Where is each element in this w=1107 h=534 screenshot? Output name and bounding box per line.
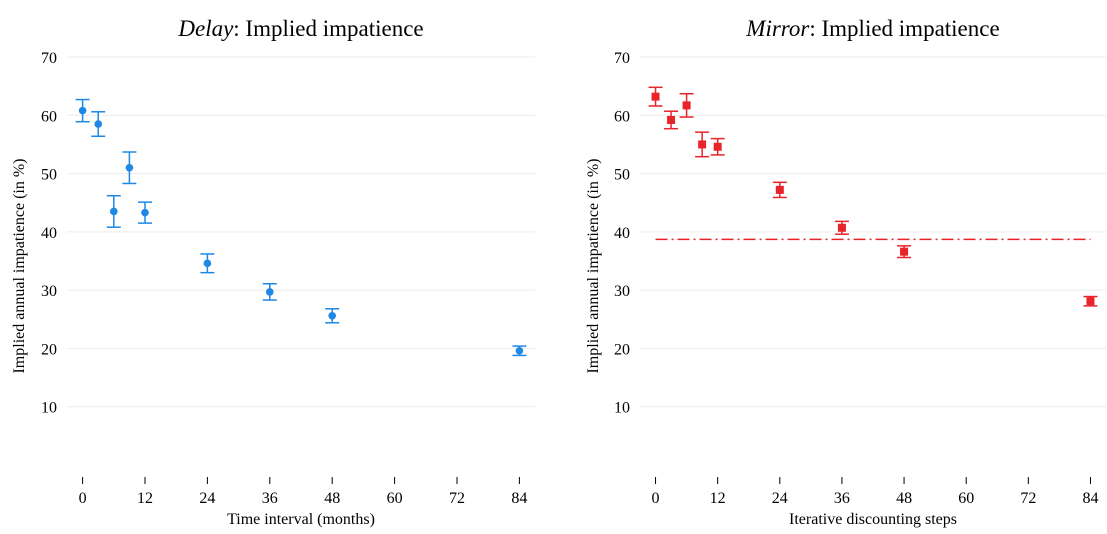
x-tick-label: 24 (199, 490, 215, 507)
y-tick-label: 70 (41, 50, 57, 67)
marker (328, 311, 337, 320)
marker (713, 142, 722, 151)
y-tick-label: 40 (41, 225, 57, 242)
chart-title: Delay: Implied impatience (177, 16, 423, 41)
y-tick-label: 30 (614, 283, 630, 300)
x-tick-label: 60 (958, 490, 974, 507)
marker (94, 120, 102, 128)
y-tick-label: 40 (614, 225, 630, 242)
marker (78, 106, 87, 115)
x-tick-label: 36 (262, 490, 278, 507)
x-tick-label: 24 (772, 490, 788, 507)
title-part: : Implied impatience (233, 16, 423, 41)
x-tick-label: 84 (1082, 490, 1098, 507)
marker (775, 185, 784, 194)
x-tick-label: 60 (387, 490, 403, 507)
y-tick-label: 20 (41, 341, 57, 358)
y-tick-label: 60 (41, 108, 57, 125)
y-tick-label: 60 (614, 108, 630, 125)
y-axis-label: Implied annual impatience (in %) (11, 158, 28, 373)
x-tick-label: 72 (1020, 490, 1036, 507)
x-tick-label: 0 (652, 490, 660, 507)
title-part: Delay (177, 16, 234, 41)
x-tick-label: 0 (79, 490, 87, 507)
x-tick-label: 36 (834, 490, 850, 507)
y-axis-label: Implied annual impatience (in %) (585, 158, 602, 373)
marker (125, 163, 134, 172)
x-axis-label: Time interval (months) (227, 511, 375, 528)
marker (110, 207, 118, 216)
marker (682, 101, 691, 110)
y-tick-label: 20 (614, 341, 630, 358)
marker (698, 140, 707, 149)
y-tick-label: 70 (614, 50, 630, 67)
title-part: : Implied impatience (809, 16, 999, 41)
x-tick-label: 12 (710, 490, 726, 507)
marker (837, 223, 846, 232)
x-tick-label: 84 (511, 490, 527, 507)
marker (1086, 297, 1095, 306)
y-tick-label: 50 (41, 167, 57, 184)
marker (515, 346, 524, 355)
marker (141, 208, 149, 217)
marker (651, 92, 660, 101)
marker (266, 288, 274, 296)
y-tick-label: 10 (41, 400, 57, 417)
x-tick-label: 72 (449, 490, 465, 507)
y-tick-label: 50 (614, 167, 630, 184)
title-part: Mirror (745, 16, 810, 41)
marker (667, 115, 676, 124)
x-tick-label: 48 (324, 490, 340, 507)
marker (900, 247, 909, 256)
y-tick-label: 30 (41, 283, 57, 300)
marker (203, 259, 212, 268)
x-axis-label: Iterative discounting steps (789, 511, 957, 528)
x-tick-label: 12 (137, 490, 153, 507)
y-tick-label: 10 (614, 400, 630, 417)
x-tick-label: 48 (896, 490, 912, 507)
chart-title: Mirror: Implied impatience (745, 16, 999, 41)
